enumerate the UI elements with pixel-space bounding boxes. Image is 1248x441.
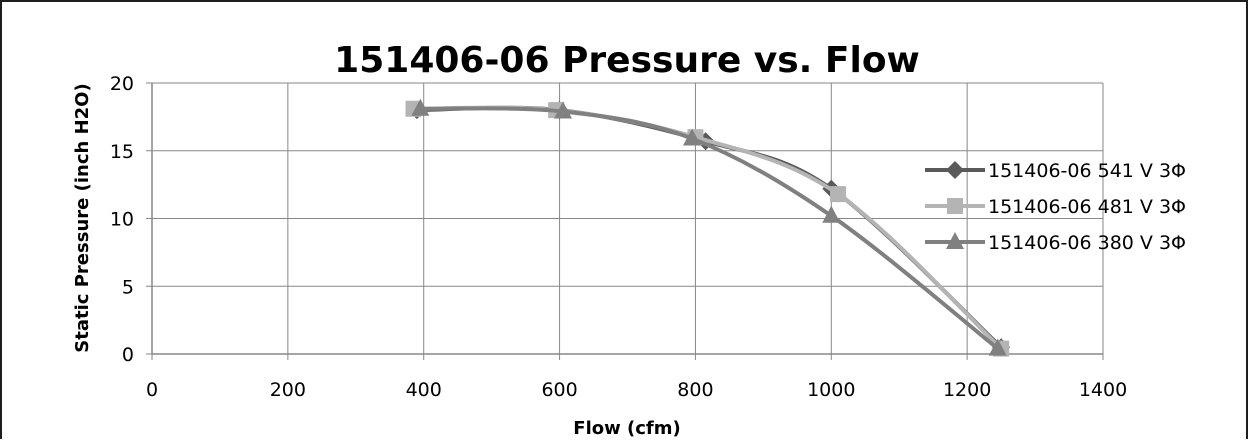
x-tick-label: 600 xyxy=(541,379,577,401)
legend-marker-triangle xyxy=(946,232,964,249)
chart-title: 151406-06 Pressure vs. Flow xyxy=(334,40,920,81)
data-point-triangle xyxy=(988,338,1007,356)
x-tick-label: 400 xyxy=(406,379,442,401)
x-axis-title: Flow (cfm) xyxy=(573,418,680,439)
data-point-square xyxy=(830,186,847,203)
series-line xyxy=(420,106,999,351)
y-tick-label: 15 xyxy=(110,141,134,163)
x-tick-label: 800 xyxy=(677,379,713,401)
legend-item: 151406-06 481 V 3Φ xyxy=(925,196,1186,218)
x-tick-label: 0 xyxy=(146,379,158,401)
legend-label: 151406-06 481 V 3Φ xyxy=(988,196,1186,218)
x-tick-label: 1000 xyxy=(807,379,855,401)
y-tick-label: 10 xyxy=(110,209,134,231)
x-tick-label: 1200 xyxy=(943,379,991,401)
legend-marker-square xyxy=(947,198,963,214)
y-tick-label: 0 xyxy=(122,344,134,366)
series-lines xyxy=(405,98,1011,357)
legend-marker-diamond xyxy=(946,161,964,179)
y-axis-title: Static Pressure (inch H2O) xyxy=(72,83,93,352)
legend-label: 151406-06 541 V 3Φ xyxy=(988,160,1186,182)
legend-item: 151406-06 541 V 3Φ xyxy=(925,160,1186,182)
x-tick-label: 1400 xyxy=(1079,379,1127,401)
data-point-triangle xyxy=(683,128,702,146)
grid-lines xyxy=(146,82,1104,360)
legend-item: 151406-06 380 V 3Φ xyxy=(925,232,1186,254)
legend: 151406-06 541 V 3Φ 151406-06 481 V 3Φ 1514… xyxy=(925,160,1186,254)
y-tick-label: 20 xyxy=(110,73,134,95)
series-square xyxy=(405,100,1010,357)
data-point-triangle xyxy=(411,98,430,116)
data-point-triangle xyxy=(553,101,572,119)
y-tick-label: 5 xyxy=(122,276,134,298)
data-point-triangle xyxy=(822,205,841,223)
x-tick-label: 200 xyxy=(270,379,306,401)
series-triangle xyxy=(411,98,1007,356)
tick-labels: 0 200 400 600 800 1000 1200 1400 0 5 10 15 20 xyxy=(110,73,1127,401)
legend-label: 151406-06 380 V 3Φ xyxy=(988,232,1186,254)
